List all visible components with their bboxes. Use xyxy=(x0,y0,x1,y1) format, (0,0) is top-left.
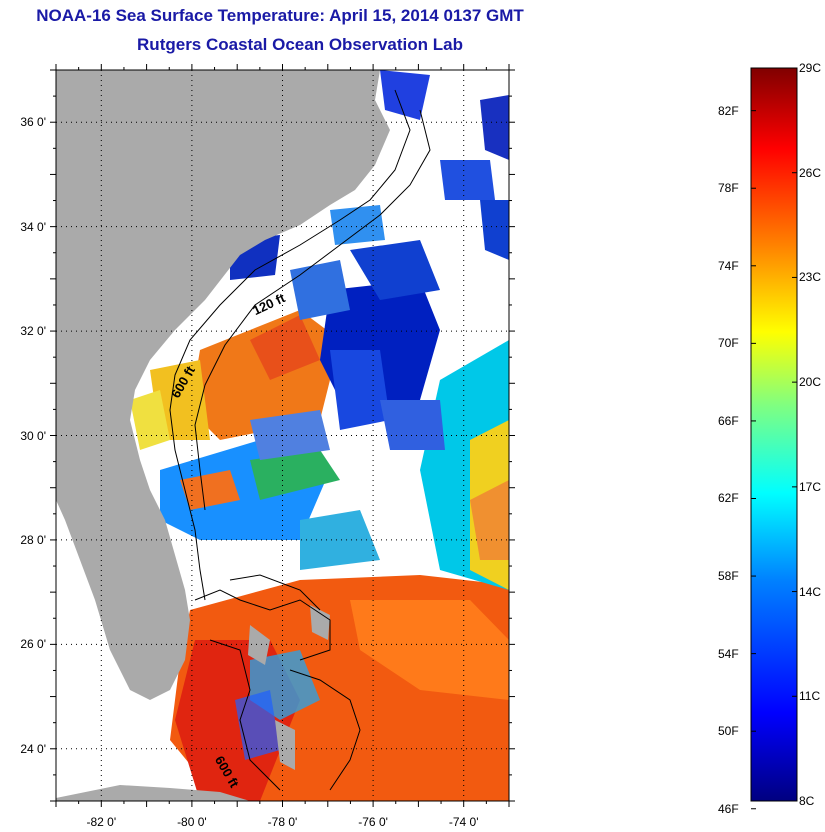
land-southeast-us xyxy=(56,70,390,700)
land-cuba xyxy=(56,785,250,801)
sst-patch xyxy=(290,260,350,320)
land-bahamas-island xyxy=(275,720,295,770)
land-andros xyxy=(248,625,270,665)
colorbar-f-label: 58F xyxy=(718,569,739,584)
colorbar-c-label: 29C xyxy=(799,61,822,75)
land-layer xyxy=(56,70,390,801)
sst-patch xyxy=(250,315,320,380)
lat-tick-label: 24 0' xyxy=(20,741,46,756)
axis-ticks xyxy=(50,64,515,807)
bathymetry-contours xyxy=(169,89,431,791)
colorbar-f-label: 82F xyxy=(718,103,739,118)
sst-patch xyxy=(380,400,445,450)
map-subtitle: Rutgers Coastal Ocean Observation Lab xyxy=(137,35,463,54)
sst-patch xyxy=(330,350,390,430)
colorbar-c-label: 23C xyxy=(799,270,822,285)
lon-tick-label: -76 0' xyxy=(358,815,388,829)
sst-patch xyxy=(440,160,495,200)
lat-tick-label: 32 0' xyxy=(20,324,46,339)
sst-patch xyxy=(250,410,330,460)
lat-tick-label: 36 0' xyxy=(20,115,46,130)
sst-patch xyxy=(480,200,509,260)
lon-tick-label: -74 0' xyxy=(448,815,479,829)
colorbar-c-label: 20C xyxy=(799,375,822,390)
colorbar-c-label: 17C xyxy=(799,479,822,494)
sst-patch xyxy=(480,95,509,160)
colorbar-f-label: 66F xyxy=(718,413,739,428)
colorbar-f-label: 74F xyxy=(718,258,739,273)
colorbar-c-label: 11C xyxy=(799,689,821,704)
colorbar-f-label: 62F xyxy=(718,491,739,506)
map-title: NOAA-16 Sea Surface Temperature: April 1… xyxy=(36,6,524,25)
sst-patch xyxy=(380,70,430,120)
colorbar-c-label: 14C xyxy=(799,584,822,599)
colorbar-f-label: 70F xyxy=(718,336,739,351)
sst-patch xyxy=(235,690,280,760)
sst-patch xyxy=(350,600,509,700)
sst-patch xyxy=(250,450,340,500)
colorbar xyxy=(750,67,798,802)
sst-patch xyxy=(470,480,509,560)
sst-patch xyxy=(350,240,440,300)
colorbar-c-label: 26C xyxy=(799,165,822,180)
sst-patch xyxy=(330,205,385,245)
colorbar-f-label: 46F xyxy=(718,801,739,816)
lon-tick-label: -78 0' xyxy=(267,815,298,829)
sst-patch xyxy=(300,510,380,570)
land-bahamas-island xyxy=(310,605,330,640)
lat-tick-label: 26 0' xyxy=(20,637,46,652)
colorbar-ticks xyxy=(751,67,797,810)
colorbar-f-label: 50F xyxy=(718,724,739,739)
colorbar-c-label: 8C xyxy=(799,794,815,808)
lon-tick-label: -82 0' xyxy=(86,815,117,829)
graticule xyxy=(56,70,509,801)
sst-patch xyxy=(130,390,170,450)
colorbar-f-label: 78F xyxy=(718,181,739,196)
lat-tick-label: 34 0' xyxy=(20,219,46,234)
sst-patch xyxy=(180,470,240,510)
lat-tick-label: 30 0' xyxy=(20,428,46,443)
colorbar-f-label: 54F xyxy=(718,646,739,661)
lon-tick-label: -80 0' xyxy=(177,815,207,829)
lat-tick-label: 28 0' xyxy=(20,532,46,547)
